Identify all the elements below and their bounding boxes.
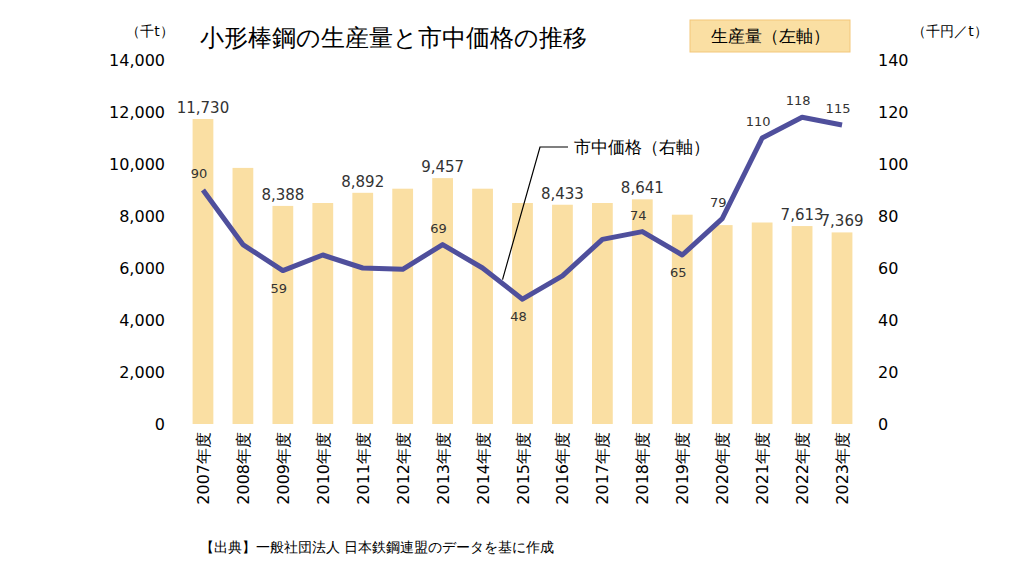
- y-tick-label: 0: [155, 415, 165, 434]
- y-tick-label: 2,000: [119, 363, 165, 382]
- leader-line: [503, 147, 568, 280]
- x-tick-label: 2022年度: [793, 432, 812, 505]
- bar-label: 11,730: [177, 99, 230, 117]
- bar: [233, 168, 254, 424]
- x-tick-label: 2007年度: [194, 432, 213, 505]
- y2-tick-label: 120: [878, 103, 909, 122]
- y2-tick-label: 100: [878, 155, 909, 174]
- bar: [392, 189, 413, 424]
- bar: [472, 189, 493, 424]
- y-tick-label: 10,000: [109, 155, 165, 174]
- legend-box: [690, 20, 850, 52]
- bar-label: 8,388: [261, 186, 304, 204]
- x-tick-label: 2010年度: [314, 432, 333, 505]
- line-annotation: 市中価格（右軸）: [574, 137, 710, 157]
- bar-label: 7,613: [781, 206, 824, 224]
- bar: [312, 203, 333, 424]
- x-tick-label: 2014年度: [474, 432, 493, 505]
- legend-label: 生産量（左軸）: [711, 26, 830, 46]
- y2-axis-label: （千円／t）: [912, 23, 988, 39]
- y2-tick-label: 40: [878, 311, 898, 330]
- line-label: 90: [191, 166, 208, 181]
- y-tick-label: 14,000: [109, 51, 165, 70]
- y2-tick-label: 140: [878, 51, 909, 70]
- bar: [272, 206, 293, 424]
- line: [203, 117, 842, 299]
- x-tick-label: 2017年度: [593, 432, 612, 505]
- bar: [432, 178, 453, 424]
- x-tick-label: 2021年度: [753, 432, 772, 505]
- y2-tick-label: 20: [878, 363, 898, 382]
- x-tick-label: 2015年度: [514, 432, 533, 505]
- bar-label: 8,892: [341, 173, 384, 191]
- bar: [752, 223, 773, 425]
- x-tick-label: 2012年度: [394, 432, 413, 505]
- x-tick-label: 2019年度: [673, 432, 692, 505]
- x-tick-label: 2008年度: [234, 432, 253, 505]
- line-label: 59: [271, 281, 288, 296]
- y-tick-label: 6,000: [119, 259, 165, 278]
- bar: [832, 232, 853, 424]
- bar-label: 9,457: [421, 158, 464, 176]
- bar: [792, 226, 813, 424]
- line-label: 48: [510, 309, 527, 324]
- line-label: 79: [710, 195, 727, 210]
- line-label: 69: [430, 221, 447, 236]
- marks: [193, 117, 853, 424]
- y2-tick-label: 80: [878, 207, 898, 226]
- bar-label: 8,641: [621, 179, 664, 197]
- title: 小形棒鋼の生産量と市中価格の推移: [200, 24, 587, 52]
- x-tick-label: 2020年度: [713, 432, 732, 505]
- legend: 生産量（左軸）: [690, 20, 850, 52]
- source-note: 【出典】一般社団法人 日本鉄鋼連盟のデータを基に作成: [200, 539, 554, 555]
- y-tick-label: 8,000: [119, 207, 165, 226]
- y2-tick-label: 60: [878, 259, 898, 278]
- y2-tick-label: 0: [878, 415, 888, 434]
- y-tick-label: 4,000: [119, 311, 165, 330]
- line-label: 115: [826, 101, 851, 116]
- bar-label: 7,369: [821, 212, 864, 230]
- y-axis-label: （千t）: [126, 23, 174, 39]
- bar: [193, 119, 214, 424]
- line-label: 110: [746, 114, 771, 129]
- y-tick-label: 12,000: [109, 103, 165, 122]
- line-label: 118: [786, 93, 811, 108]
- x-tick-label: 2011年度: [354, 432, 373, 505]
- x-tick-label: 2009年度: [274, 432, 293, 505]
- chart-svg: 小形棒鋼の生産量と市中価格の推移 （千t） （千円／t） 0 2,000 4,000 6,0…: [0, 0, 1024, 576]
- x-tick-label: 2023年度: [833, 432, 852, 505]
- chart-container: 小形棒鋼の生産量と市中価格の推移 （千t） （千円／t） 0 2,000 4,000 6,0…: [0, 0, 1024, 576]
- bar-label: 8,433: [541, 185, 584, 203]
- bar: [552, 205, 573, 424]
- x-tick-label: 2016年度: [553, 432, 572, 505]
- bar: [712, 225, 733, 424]
- x-tick-label: 2018年度: [633, 432, 652, 505]
- line-label: 74: [630, 208, 647, 223]
- data-labels: 11,730 8,388 8,892 9,457 8,433 8,641 7,6137,36…: [177, 93, 864, 324]
- x-tick-label: 2013年度: [434, 432, 453, 505]
- bar: [352, 193, 373, 424]
- line-label: 65: [670, 265, 687, 280]
